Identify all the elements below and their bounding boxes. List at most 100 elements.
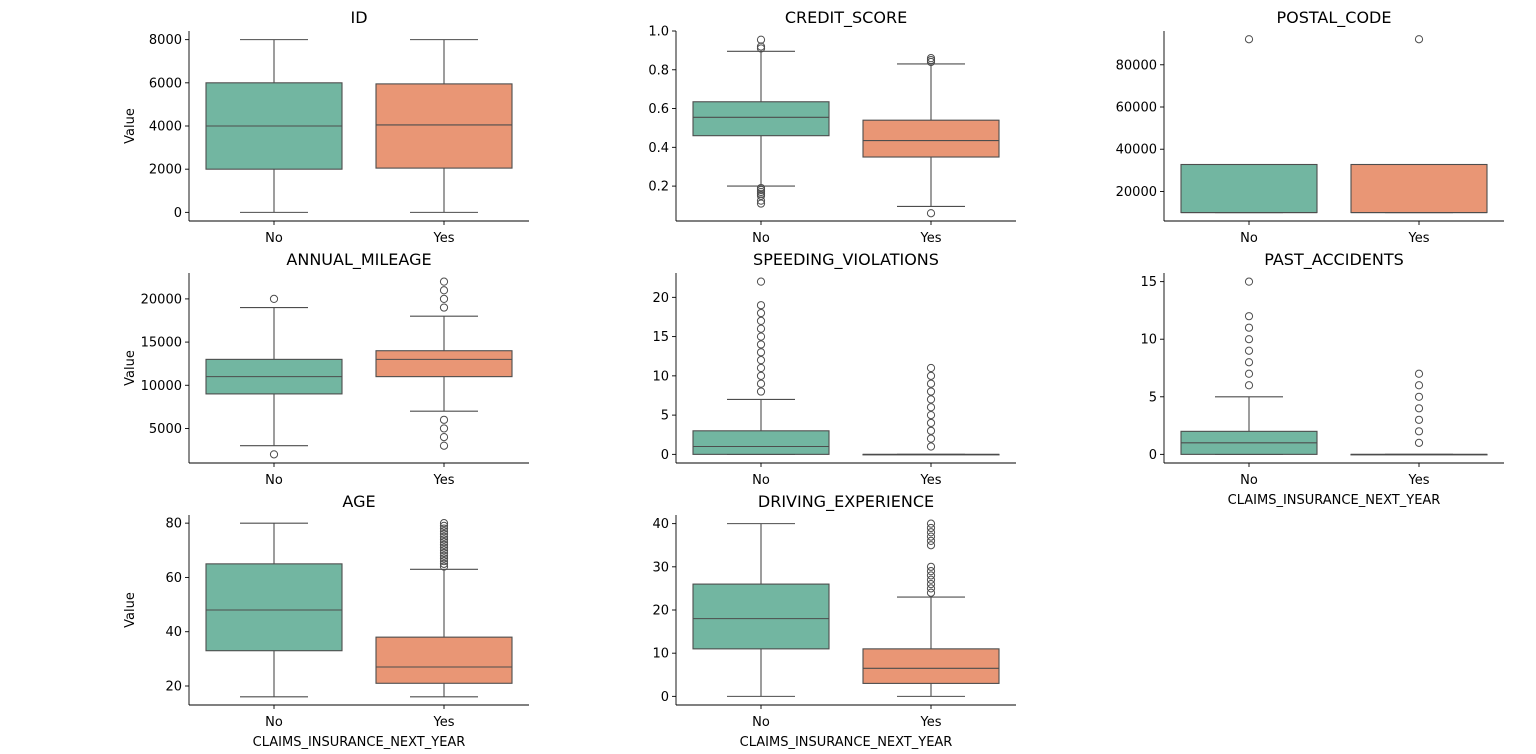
y-tick-label: 5000 xyxy=(149,422,182,437)
outlier-point xyxy=(1414,415,1424,424)
outlier-point xyxy=(1414,35,1424,44)
box-yes: Yes xyxy=(1350,369,1488,488)
outlier-point xyxy=(926,528,936,537)
outlier-point xyxy=(756,199,766,208)
outlier-point xyxy=(926,519,936,528)
x-axis-label: CLAIMS_INSURANCE_NEXT_YEAR xyxy=(253,735,466,750)
box-yes: Yes xyxy=(862,54,1000,246)
y-axis-label: Value xyxy=(123,592,138,628)
outlier-point xyxy=(439,286,449,295)
box-yes: Yes xyxy=(375,39,513,246)
outlier-point xyxy=(756,348,766,357)
outlier-point xyxy=(926,523,936,533)
outlier-point xyxy=(1414,404,1424,413)
y-tick-label: 6000 xyxy=(149,76,182,91)
outlier-point xyxy=(926,434,936,443)
iqr-box xyxy=(375,350,513,378)
outlier-point xyxy=(926,387,936,396)
outlier-point xyxy=(439,562,449,571)
x-axis-label: CLAIMS_INSURANCE_NEXT_YEAR xyxy=(740,735,953,750)
y-tick-label: 4000 xyxy=(149,120,182,135)
outlier-point xyxy=(439,415,449,424)
outlier-point xyxy=(926,567,936,576)
outlier-point xyxy=(1244,358,1254,367)
y-tick-label: 80000 xyxy=(1116,58,1157,73)
outlier-point xyxy=(926,588,936,597)
outlier-point xyxy=(439,551,449,560)
x-tick-label: No xyxy=(752,473,770,488)
outlier-point xyxy=(1244,346,1254,355)
outlier-point xyxy=(439,540,449,549)
outlier-point xyxy=(439,424,449,433)
box-yes: Yes xyxy=(862,519,1000,730)
subplot-id: ID 0 2000 4000 6000 8000 Value No Yes xyxy=(123,8,529,246)
outlier-point xyxy=(439,277,449,286)
x-tick-label: No xyxy=(1240,473,1258,488)
outlier-point xyxy=(1244,369,1254,378)
outlier-point xyxy=(269,294,279,304)
outlier-point xyxy=(926,575,936,584)
iqr-box xyxy=(375,636,513,684)
iqr-box xyxy=(862,648,1000,684)
outlier-point xyxy=(439,303,449,312)
outlier-point xyxy=(756,308,766,318)
x-tick-label: No xyxy=(265,473,283,488)
subplot-title: POSTAL_CODE xyxy=(1277,8,1392,28)
y-tick-label: 20 xyxy=(652,291,669,306)
y-axis-label: Value xyxy=(123,108,138,144)
x-tick-label: No xyxy=(265,715,283,730)
subplot-title: ANNUAL_MILEAGE xyxy=(286,250,431,270)
outlier-point xyxy=(926,411,936,420)
outlier-point xyxy=(439,294,449,304)
outlier-point xyxy=(1244,381,1254,390)
outlier-point xyxy=(1414,392,1424,401)
outlier-point xyxy=(439,535,449,544)
y-tick-label: 10000 xyxy=(141,379,182,394)
box-no: No xyxy=(1180,35,1318,246)
outlier-point xyxy=(1244,277,1254,286)
box-no: No xyxy=(692,523,830,730)
outlier-point xyxy=(756,379,766,388)
y-tick-label: 0.8 xyxy=(648,63,669,78)
subplot-age: AGE 20 40 60 80 Value CLAIMS_INSURANCE_NEXT_YE… xyxy=(123,492,529,750)
outlier-point xyxy=(756,324,766,333)
outlier-point xyxy=(1414,369,1424,378)
x-tick-label: No xyxy=(265,231,283,246)
y-tick-label: 40 xyxy=(165,625,182,640)
x-tick-label: Yes xyxy=(433,473,455,488)
iqr-box xyxy=(692,430,830,455)
outlier-point xyxy=(756,356,766,365)
outlier-point xyxy=(1244,323,1254,332)
x-tick-label: No xyxy=(752,715,770,730)
iqr-box xyxy=(862,119,1000,158)
box-no: No xyxy=(205,39,343,246)
subplot-title: CREDIT_SCORE xyxy=(785,8,907,28)
y-tick-label: 0.4 xyxy=(648,141,669,156)
outlier-point xyxy=(439,529,449,539)
outlier-point xyxy=(439,524,449,533)
outlier-point xyxy=(1414,427,1424,436)
outlier-point xyxy=(756,316,766,325)
outlier-point xyxy=(439,554,449,563)
subplot-title: SPEEDING_VIOLATIONS xyxy=(753,250,939,270)
x-tick-label: No xyxy=(1240,231,1258,246)
outlier-point xyxy=(439,527,449,536)
y-tick-label: 1.0 xyxy=(648,25,669,40)
outlier-point xyxy=(756,387,766,396)
box-no: No xyxy=(692,35,830,246)
outlier-point xyxy=(439,543,449,552)
y-tick-label: 0 xyxy=(661,690,669,705)
y-tick-label: 10 xyxy=(1140,333,1157,348)
box-no: No xyxy=(1180,277,1318,488)
outlier-point xyxy=(439,548,449,558)
outlier-point xyxy=(1414,381,1424,390)
outlier-point xyxy=(926,442,936,451)
outlier-point xyxy=(926,584,936,593)
outlier-point xyxy=(756,196,766,205)
iqr-box xyxy=(692,583,830,650)
outlier-point xyxy=(756,301,766,310)
outlier-point xyxy=(926,579,936,589)
outlier-point xyxy=(926,536,936,546)
box-no: No xyxy=(205,522,343,730)
